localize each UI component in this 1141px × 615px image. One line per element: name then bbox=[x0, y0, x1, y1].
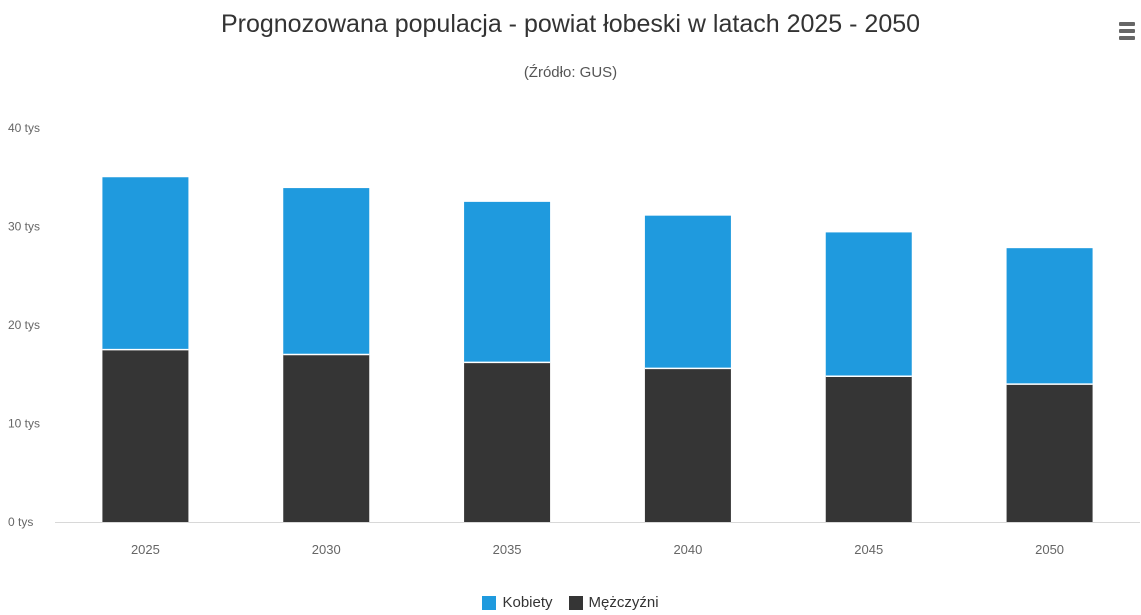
x-tick-label: 2040 bbox=[673, 542, 702, 557]
y-tick-label: 0 tys bbox=[8, 515, 33, 529]
legend-swatch-kobiety bbox=[482, 595, 497, 610]
chart-plot-area: 0 tys 10 tys 20 tys 30 tys 40 tys 2025 2030 203… bbox=[8, 121, 1140, 557]
legend-label-kobiety: Kobiety bbox=[502, 594, 553, 611]
bar-mezczyzni-2040[interactable] bbox=[644, 368, 731, 522]
x-tick-label: 2050 bbox=[1035, 542, 1064, 557]
x-tick-label: 2035 bbox=[493, 542, 522, 557]
chart-subtitle: (Źródło: GUS) bbox=[523, 64, 618, 81]
y-tick-label: 30 tys bbox=[8, 220, 40, 234]
legend-label-mezczyzni: Mężczyźni bbox=[588, 594, 659, 611]
bar-kobiety-2045[interactable] bbox=[825, 232, 912, 377]
bar-kobiety-2040[interactable] bbox=[644, 215, 731, 369]
bar-mezczyzni-2050[interactable] bbox=[1006, 384, 1093, 522]
bar-kobiety-2030[interactable] bbox=[283, 188, 370, 355]
bar-kobiety-2035[interactable] bbox=[464, 201, 551, 363]
legend-item-kobiety[interactable]: Kobiety bbox=[482, 594, 553, 611]
chart-title: Prognozowana populacja - powiat łobeski … bbox=[220, 10, 921, 38]
legend-swatch-mezczyzni bbox=[568, 595, 583, 610]
menu-line bbox=[1119, 29, 1135, 33]
menu-line bbox=[1119, 22, 1135, 26]
legend-item-mezczyzni[interactable]: Mężczyźni bbox=[568, 594, 659, 611]
x-tick-label: 2030 bbox=[312, 542, 341, 557]
x-tick-label: 2025 bbox=[131, 542, 160, 557]
bar-kobiety-2050[interactable] bbox=[1006, 248, 1093, 385]
bar-mezczyzni-2030[interactable] bbox=[283, 354, 370, 522]
chart-legend: Kobiety Mężczyźni bbox=[0, 594, 1141, 611]
y-tick-label: 20 tys bbox=[8, 318, 40, 332]
bar-mezczyzni-2045[interactable] bbox=[825, 376, 912, 522]
bar-kobiety-2025[interactable] bbox=[102, 177, 189, 350]
y-tick-label: 40 tys bbox=[8, 121, 40, 135]
hamburger-menu-icon[interactable] bbox=[1118, 20, 1136, 46]
x-tick-label: 2045 bbox=[854, 542, 883, 557]
menu-line bbox=[1119, 36, 1135, 40]
y-tick-label: 10 tys bbox=[8, 417, 40, 431]
bar-mezczyzni-2025[interactable] bbox=[102, 349, 189, 522]
bar-mezczyzni-2035[interactable] bbox=[464, 362, 551, 522]
